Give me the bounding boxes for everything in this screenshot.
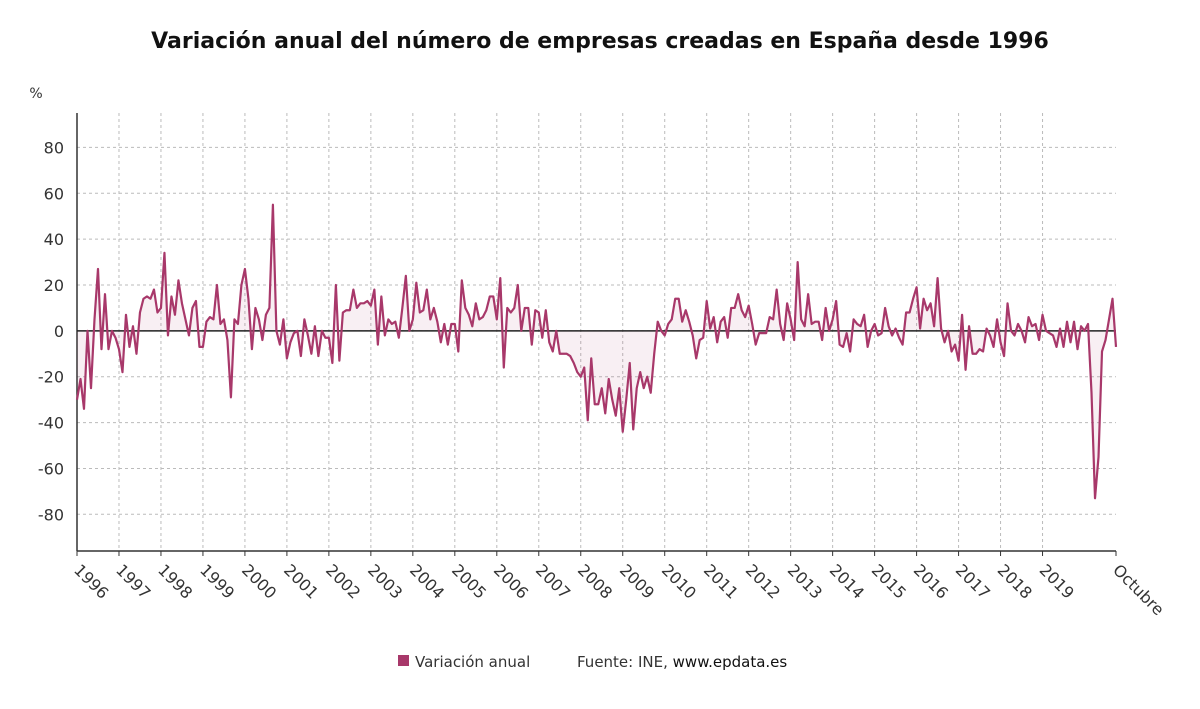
x-tick-label: 2008 <box>574 560 616 602</box>
x-tick-label: 2002 <box>322 560 364 602</box>
x-tick-label: 2016 <box>910 560 952 602</box>
y-tick-label: -60 <box>38 459 64 478</box>
x-tick-label: 2013 <box>784 560 826 602</box>
x-tick-label: 2007 <box>532 560 574 602</box>
x-tick-label: 2018 <box>994 560 1036 602</box>
x-tick-label: 2003 <box>364 560 406 602</box>
x-tick-label: 1996 <box>70 560 112 602</box>
x-tick-label: 1998 <box>154 560 196 602</box>
line <box>75 203 1118 500</box>
x-tick-label: 1999 <box>196 560 238 602</box>
y-tick-label: 20 <box>44 276 64 295</box>
x-tick-label: 2009 <box>616 560 658 602</box>
y-tick-label: 0 <box>54 322 64 341</box>
x-tick-label: Octubre <box>1109 560 1168 619</box>
x-tick-label: 2015 <box>868 560 910 602</box>
x-tick-label: 2014 <box>826 560 868 602</box>
x-tick-label: 2011 <box>700 560 742 602</box>
legend-swatch <box>398 655 409 666</box>
legend-label: Variación anual <box>415 653 530 671</box>
x-tick-label: 2017 <box>952 560 994 602</box>
y-tick-label: -80 <box>38 505 64 524</box>
y-axis-label: % <box>29 86 42 102</box>
x-tick-label: 2006 <box>490 560 532 602</box>
x-tick-label: 2000 <box>238 560 280 602</box>
x-tick-label: 2001 <box>280 560 322 602</box>
x-tick-label: 2019 <box>1036 560 1078 602</box>
y-tick-label: -40 <box>38 414 64 433</box>
source-link: www.epdata.es <box>673 653 788 671</box>
chart-title: Variación anual del número de empresas c… <box>151 29 1049 54</box>
y-tick-label: -20 <box>38 368 64 387</box>
y-tick-label: 60 <box>44 184 64 203</box>
source: Fuente: INE, www.epdata.es <box>577 653 787 671</box>
x-tick-label: 2010 <box>658 560 700 602</box>
x-tick-label: 1997 <box>112 560 154 602</box>
x-tick-label: 2005 <box>448 560 490 602</box>
source-text: Fuente: INE, <box>577 653 668 671</box>
x-tick-label: 2012 <box>742 560 784 602</box>
x-tick-label: 2004 <box>406 560 448 602</box>
y-tick-label: 40 <box>44 230 64 249</box>
y-tick-label: 80 <box>44 138 64 157</box>
line-area <box>77 204 1116 499</box>
